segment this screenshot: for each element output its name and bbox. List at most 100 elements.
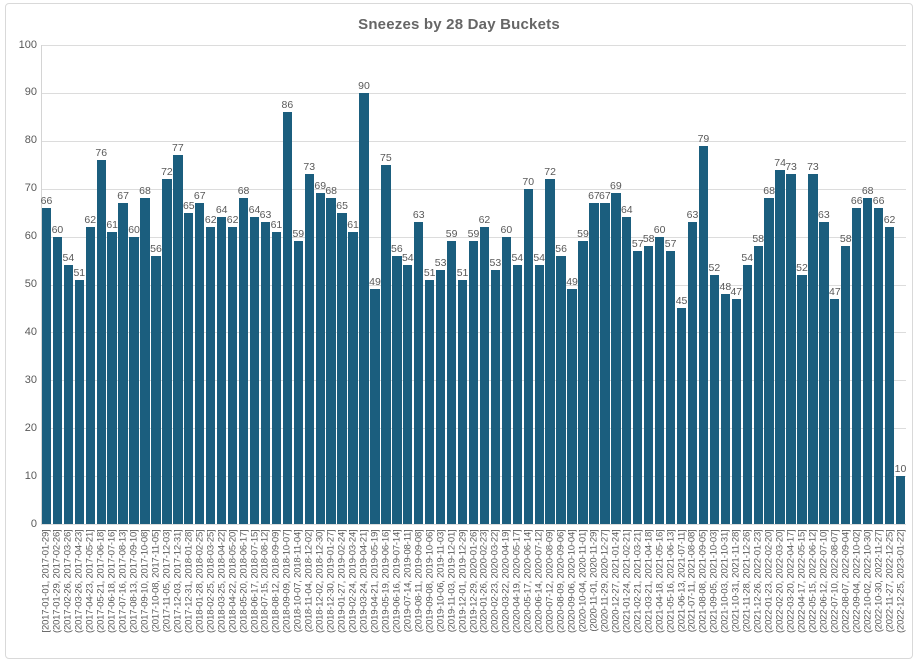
bar-value-label: 66 (850, 194, 863, 207)
chart-title: Sneezes by 28 Day Buckets (358, 16, 560, 33)
bar (118, 203, 128, 524)
bar-value-label: 61 (347, 218, 359, 231)
bar (808, 174, 818, 524)
bar (216, 217, 227, 524)
bar-value-label: 63 (259, 209, 272, 222)
x-tick-label: (2021-03-21, 2021-04-18] (643, 529, 655, 633)
bar (435, 270, 446, 524)
bar (304, 174, 314, 524)
x-tick-label: (2019-03-24, 2019-04-21] (358, 529, 370, 633)
bar (644, 246, 654, 524)
bar-value-label: 66 (40, 194, 53, 207)
x-tick-label: (2018-04-22, 2018-05-20] (227, 529, 239, 633)
bar-value-label: 73 (303, 161, 316, 174)
x-tick-label: (2018-07-15, 2018-08-12] (259, 529, 271, 633)
y-tick-label: 0 (30, 517, 37, 530)
bar-value-label: 59 (467, 228, 480, 241)
bar (315, 193, 325, 524)
x-tick-label: (2018-03-25, 2018-04-22] (216, 529, 228, 633)
bar-value-label: 62 (84, 214, 97, 227)
y-tick-label: 20 (24, 421, 37, 434)
bar-value-label: 67 (599, 190, 611, 203)
bar (271, 231, 282, 524)
bar (687, 222, 698, 524)
bar-value-label: 51 (73, 266, 86, 279)
bar-value-label: 60 (128, 223, 140, 236)
bar-value-label: 65 (182, 199, 195, 212)
x-tick-label: (2019-10-06, 2019-11-03] (435, 529, 447, 632)
gridline (41, 45, 906, 46)
bar (720, 294, 730, 524)
x-tick-label: (2020-09-06, 2020-10-04] (566, 529, 578, 633)
x-tick-label: (2019-02-24, 2019-03-24] (347, 529, 359, 633)
x-tick-label: (2020-07-12, 2020-08-09] (544, 529, 556, 633)
bar-value-label: 64 (620, 204, 633, 217)
bar (884, 227, 895, 524)
bar-value-label: 74 (774, 156, 786, 169)
bar-value-label: 45 (675, 295, 688, 308)
x-tick-label: (2017-08-13, 2017-09-10] (128, 529, 140, 633)
x-tick-label: (2017-01-29, 2017-02-26] (51, 529, 63, 633)
y-axis-line (41, 45, 42, 524)
bar (523, 188, 533, 524)
bar (52, 236, 63, 524)
x-tick-label: (2022-12-25, 2023-01-22] (895, 529, 907, 633)
bar (184, 212, 194, 524)
y-tick-label: 100 (18, 38, 37, 51)
bar-value-label: 68 (861, 185, 874, 198)
x-tick-label: (2019-04-21, 2019-05-19] (369, 529, 381, 633)
bar-value-label: 69 (314, 180, 327, 193)
bar (238, 198, 249, 524)
bar-value-label: 61 (106, 218, 118, 231)
bar (151, 255, 161, 524)
bar (863, 198, 873, 524)
x-tick-label: (2020-03-22, 2020-04-19] (500, 529, 512, 633)
x-tick-label: (2017-02-26, 2017-03-26] (62, 529, 74, 633)
bar (162, 179, 172, 524)
bar (337, 212, 347, 524)
bar (709, 274, 720, 524)
y-tick-label: 80 (24, 134, 37, 147)
bar-value-label: 77 (172, 142, 184, 155)
bar (873, 207, 884, 524)
bar (129, 236, 139, 524)
bar-value-label: 67 (193, 190, 206, 203)
bar (797, 274, 807, 524)
x-tick-label: (2021-04-18, 2021-05-16] (654, 529, 666, 633)
bar (479, 227, 490, 524)
x-tick-label: (2021-10-31, 2021-11-28] (730, 529, 742, 632)
x-tick-label: (2018-10-07, 2018-11-04] (292, 529, 304, 632)
x-tick-label: (2021-11-28, 2021-12-26] (741, 529, 753, 632)
bar (403, 265, 413, 524)
bar (370, 289, 380, 524)
y-tick-label: 30 (24, 373, 37, 386)
bar (206, 227, 216, 524)
x-tick-label: (2022-05-15, 2022-06-12] (807, 529, 819, 633)
x-tick-label: (2018-06-17, 2018-07-15] (249, 529, 260, 633)
x-tick-label: (2017-06-18, 2017-07-16] (106, 529, 118, 633)
bar-value-label: 54 (741, 252, 754, 265)
bar (260, 222, 271, 524)
x-tick-label: (2017-12-31, 2018-01-28] (183, 529, 195, 633)
bar-value-label: 52 (796, 261, 808, 274)
bar (622, 217, 632, 524)
x-tick-label: (2017-07-16, 2017-08-13] (117, 529, 129, 633)
bar-value-label: 63 (412, 209, 425, 222)
x-tick-label: (2020-12-27, 2021-01-24] (610, 529, 622, 633)
bar-value-label: 49 (566, 276, 578, 289)
bar-value-label: 53 (434, 257, 447, 270)
x-tick-label: (2022-06-12, 2022-07-10] (818, 529, 830, 633)
bar-value-label: 60 (51, 223, 64, 236)
bar (665, 250, 676, 524)
x-tick-label: (2021-09-05, 2021-10-03] (708, 529, 720, 633)
bar-value-label: 73 (807, 161, 819, 174)
x-tick-label: (2018-01-28, 2018-02-25] (194, 529, 206, 633)
x-tick-label: (2021-06-13, 2021-07-11] (676, 529, 688, 632)
bar (457, 279, 468, 524)
gridline (41, 140, 906, 142)
x-tick-label: (2017-10-08, 2017-11-05] (150, 529, 162, 632)
x-tick-label: (2019-05-19, 2019-06-16] (380, 529, 392, 633)
x-tick-label: (2020-11-29, 2020-12-27] (599, 529, 611, 632)
x-tick-label: (2020-05-17, 2020-06-14] (522, 529, 534, 633)
